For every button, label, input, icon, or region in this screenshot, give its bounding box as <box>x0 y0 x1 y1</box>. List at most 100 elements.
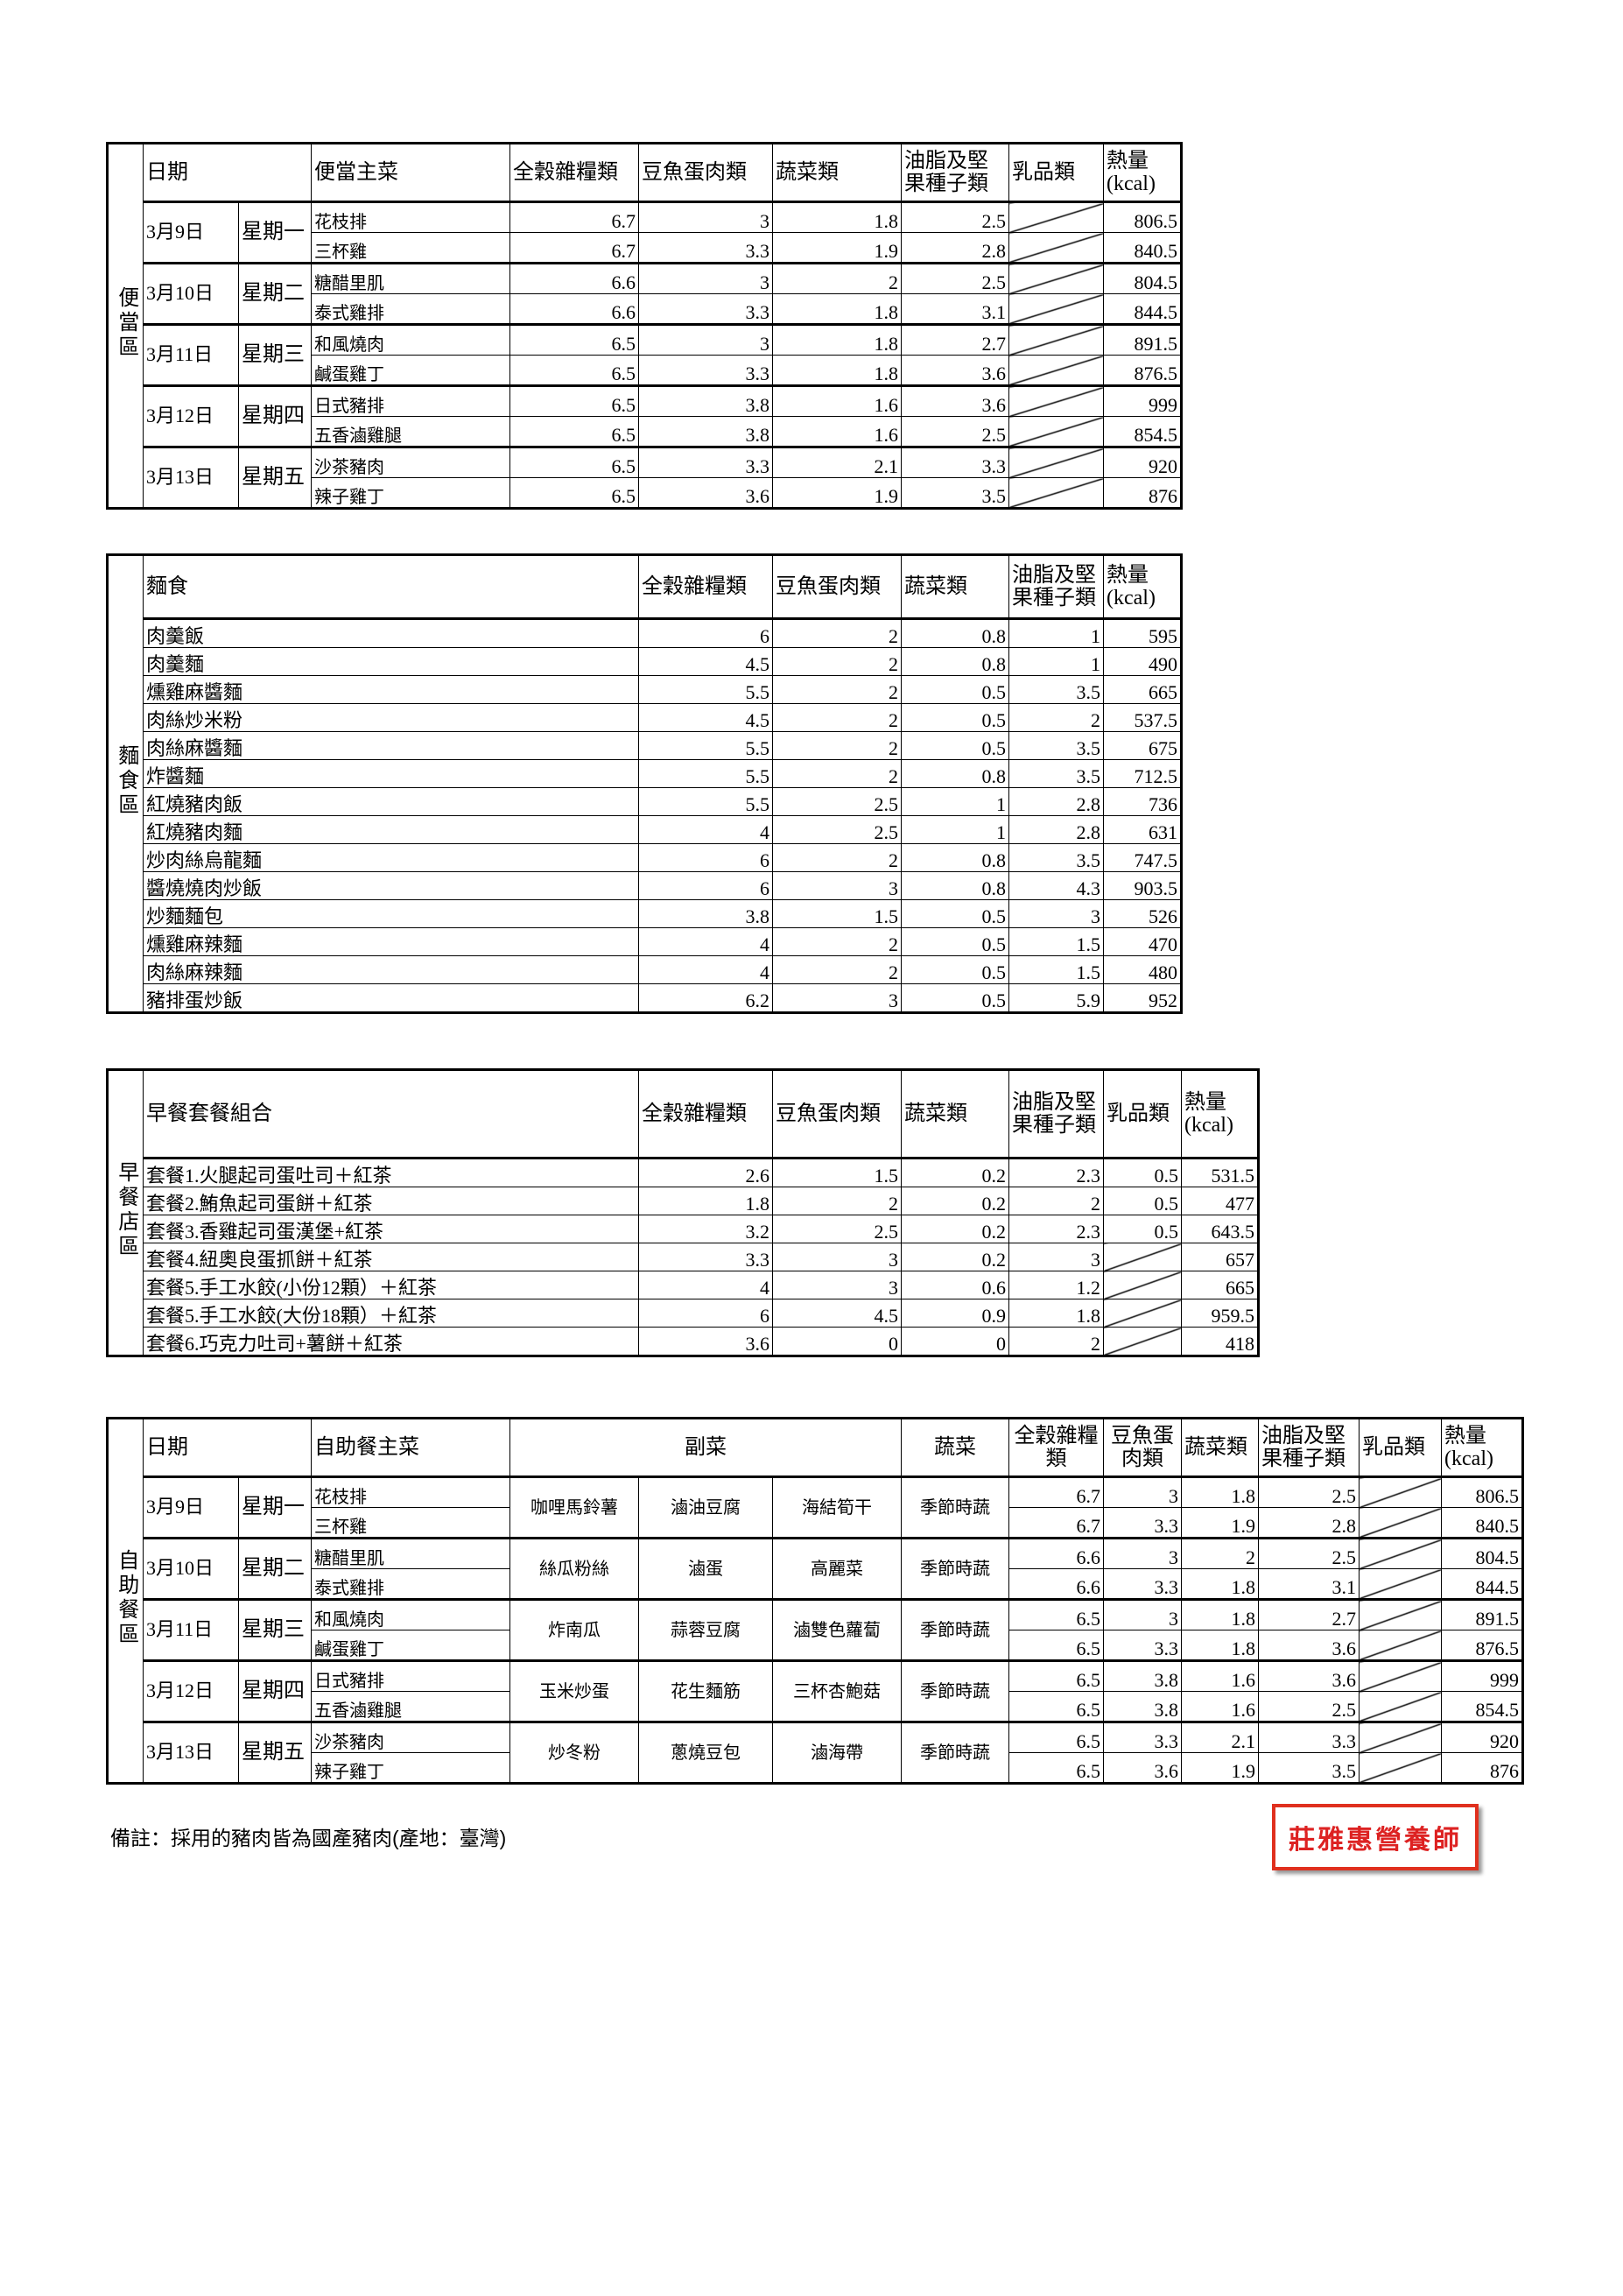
set-meal-name: 套餐1.火腿起司蛋吐司＋紅茶 <box>143 1158 639 1187</box>
dish-name: 鹹蛋雞丁 <box>311 1630 510 1661</box>
table-row: 三杯雞 6.7 3.3 1.9 2.8 840.5 <box>108 1507 1524 1539</box>
table-row: 套餐1.火腿起司蛋吐司＋紅茶 2.6 1.5 0.2 2.3 0.5 531.5 <box>108 1158 1259 1187</box>
grains-value: 6 <box>638 843 773 872</box>
kcal-value: 675 <box>1103 731 1182 760</box>
protein-value: 3.6 <box>638 477 773 509</box>
col-main-dish: 麵食 <box>143 554 639 620</box>
dish-name: 肉羹麵 <box>143 647 639 676</box>
oil-value: 1 <box>1008 618 1104 648</box>
kcal-value: 537.5 <box>1103 703 1182 732</box>
veg-value: 0 <box>901 1327 1009 1356</box>
footnote: 備註：採用的豬肉皆為國產豬肉(產地：臺灣) <box>110 1827 507 1849</box>
grains-value: 6.5 <box>509 477 639 509</box>
dish-name: 肉絲炒米粉 <box>143 703 639 732</box>
oil-value: 3 <box>1008 1243 1104 1271</box>
kcal-value: 844.5 <box>1441 1568 1524 1600</box>
table-row: 燻雞麻辣麵 4 2 0.5 1.5 470 <box>108 927 1182 956</box>
oil-value: 2.8 <box>1258 1507 1360 1539</box>
col-oil: 油脂及堅果種子類 <box>901 143 1009 203</box>
grains-value: 6 <box>638 1299 773 1328</box>
oil-value: 1 <box>1008 647 1104 676</box>
side-dish: 炸南瓜 <box>509 1598 639 1661</box>
kcal-value: 657 <box>1181 1243 1259 1271</box>
grains-value: 5.5 <box>638 675 773 704</box>
col-kcal: 熱量(kcal) <box>1441 1418 1524 1478</box>
vegetable-dish: 季節時蔬 <box>901 1475 1010 1539</box>
veg-value: 0.5 <box>901 731 1009 760</box>
date-cell: 3月10日 <box>143 262 239 325</box>
dish-name: 五香滷雞腿 <box>311 1691 510 1722</box>
kcal-value: 631 <box>1103 815 1182 844</box>
not-applicable-slash <box>1103 1271 1182 1299</box>
oil-value: 2 <box>1008 1327 1104 1356</box>
date-cell: 3月12日 <box>143 1659 239 1722</box>
col-grains: 全穀雜糧類 <box>638 554 773 620</box>
weekday-cell: 星期三 <box>238 1598 312 1661</box>
protein-value: 3.3 <box>638 446 773 478</box>
protein-value: 2 <box>772 1187 902 1215</box>
grains-value: 3.6 <box>638 1327 773 1356</box>
grains-value: 5.5 <box>638 759 773 788</box>
table-row: 豬排蛋炒飯 6.2 3 0.5 5.9 952 <box>108 983 1182 1013</box>
date-cell: 3月10日 <box>143 1537 239 1600</box>
breakfast-table: 早餐店區 早餐套餐組合 全穀雜糧類 豆魚蛋肉類 蔬菜類 油脂及堅果種子類 乳品類 熱量(kca… <box>106 1068 1260 1357</box>
veg-value: 1.9 <box>772 232 902 264</box>
oil-value: 2.3 <box>1008 1158 1104 1187</box>
not-applicable-slash <box>1359 1537 1443 1569</box>
veg-value: 0.5 <box>901 927 1009 956</box>
col-grains: 全穀雜糧類 <box>1008 1418 1105 1478</box>
date-cell: 3月12日 <box>143 384 239 447</box>
veg-value: 0.5 <box>901 703 1009 732</box>
veg-value: 2.1 <box>1181 1721 1260 1753</box>
not-applicable-slash <box>1008 446 1104 478</box>
kcal-value: 480 <box>1103 955 1182 984</box>
col-veg: 蔬菜類 <box>1181 1418 1260 1478</box>
table-row: 3月12日 星期四 日式豬排 玉米炒蛋 花生麵筋 三杯杏鮑菇 季節時蔬 6.5 3.8 1.6 3.… <box>108 1659 1524 1722</box>
not-applicable-slash <box>1008 293 1104 325</box>
protein-value: 2.5 <box>772 815 902 844</box>
col-kcal: 熱量(kcal) <box>1103 143 1182 203</box>
dish-name: 肉羹飯 <box>143 618 639 648</box>
header-row: 自助餐區 日期 自助餐主菜 副菜 蔬菜 全穀雜糧類 豆魚蛋肉類 蔬菜類 油脂及堅果種子類 乳品類熱… <box>107 1418 1524 1785</box>
dish-name: 日式豬排 <box>311 1659 510 1692</box>
col-veg: 蔬菜類 <box>901 554 1009 620</box>
col-veg: 蔬菜類 <box>772 143 902 203</box>
not-applicable-slash <box>1359 1475 1443 1508</box>
protein-value: 1.5 <box>772 899 902 928</box>
section-label: 早餐店區 <box>107 1069 144 1357</box>
oil-value: 2.7 <box>1258 1598 1360 1630</box>
date-cell: 3月9日 <box>143 1475 239 1539</box>
dish-name: 沙茶豬肉 <box>311 446 510 478</box>
kcal-value: 844.5 <box>1103 293 1182 325</box>
protein-value: 2 <box>772 618 902 648</box>
grains-value: 6.5 <box>509 446 639 478</box>
dish-name: 肉絲麻醬麵 <box>143 731 639 760</box>
oil-value: 3.5 <box>1008 843 1104 872</box>
kcal-value: 736 <box>1103 787 1182 816</box>
protein-value: 3 <box>1103 1475 1183 1508</box>
table-row: 3月9日 星期一 花枝排 6.7 3 1.8 2.5 806.5 <box>108 201 1182 264</box>
not-applicable-slash <box>1359 1507 1443 1539</box>
not-applicable-slash <box>1008 201 1104 233</box>
kcal-value: 876.5 <box>1103 355 1182 386</box>
not-applicable-slash <box>1359 1752 1443 1784</box>
weekday-cell: 星期四 <box>238 384 312 447</box>
veg-value: 1 <box>901 815 1009 844</box>
grains-value: 1.8 <box>638 1187 773 1215</box>
protein-value: 3.3 <box>1103 1721 1183 1753</box>
grains-value: 6.5 <box>509 323 639 356</box>
col-date: 日期 <box>143 143 312 203</box>
protein-value: 0 <box>772 1327 902 1356</box>
col-oil: 油脂及堅果種子類 <box>1258 1418 1360 1478</box>
veg-value: 0.2 <box>901 1243 1009 1271</box>
veg-value: 1.8 <box>1181 1568 1260 1600</box>
dish-name: 三杯雞 <box>311 1507 510 1539</box>
dish-name: 醬燒燒肉炒飯 <box>143 871 639 900</box>
table-row: 醬燒燒肉炒飯 6 3 0.8 4.3 903.5 <box>108 871 1182 900</box>
table-row: 炒麵麵包 3.8 1.5 0.5 3 526 <box>108 899 1182 928</box>
col-kcal: 熱量(kcal) <box>1181 1069 1259 1159</box>
protein-value: 3.6 <box>1103 1752 1183 1784</box>
veg-value: 1.8 <box>1181 1475 1260 1508</box>
grains-value: 6.7 <box>1008 1507 1105 1539</box>
not-applicable-slash <box>1359 1568 1443 1600</box>
